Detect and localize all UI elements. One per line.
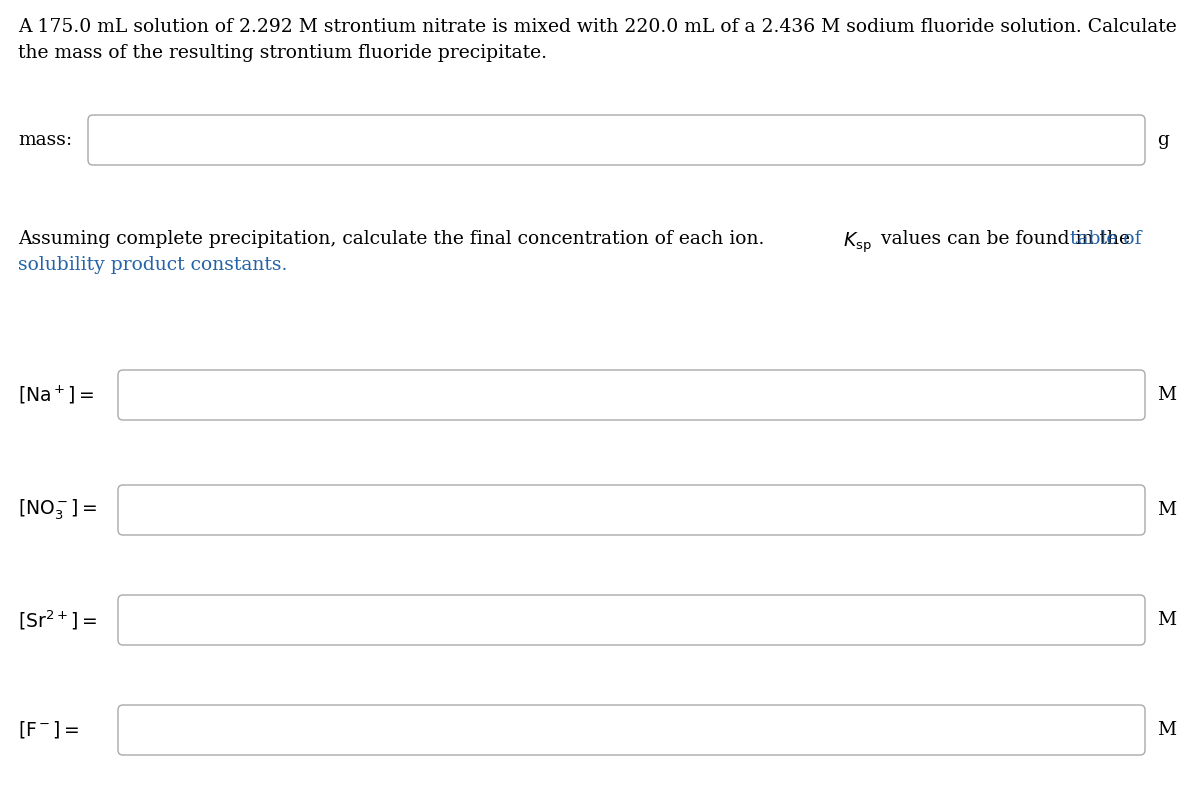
Text: solubility product constants.: solubility product constants. xyxy=(18,256,287,274)
Text: M: M xyxy=(1157,721,1176,739)
Text: $[\mathrm{NO}_3^-] =$: $[\mathrm{NO}_3^-] =$ xyxy=(18,498,97,523)
FancyBboxPatch shape xyxy=(118,370,1145,420)
FancyBboxPatch shape xyxy=(118,485,1145,535)
Text: values can be found in the: values can be found in the xyxy=(875,230,1136,248)
FancyBboxPatch shape xyxy=(118,705,1145,755)
Text: M: M xyxy=(1157,386,1176,404)
FancyBboxPatch shape xyxy=(88,115,1145,165)
Text: $[\mathrm{F}^-] =$: $[\mathrm{F}^-] =$ xyxy=(18,720,79,741)
Text: M: M xyxy=(1157,611,1176,629)
Text: $[\mathrm{Na}^+] =$: $[\mathrm{Na}^+] =$ xyxy=(18,384,95,406)
Text: table of: table of xyxy=(1070,230,1141,248)
FancyBboxPatch shape xyxy=(118,595,1145,645)
Text: A 175.0 mL solution of 2.292 M strontium nitrate is mixed with 220.0 mL of a 2.4: A 175.0 mL solution of 2.292 M strontium… xyxy=(18,18,1177,36)
Text: $K_{\mathrm{sp}}$: $K_{\mathrm{sp}}$ xyxy=(842,230,871,255)
Text: $[\mathrm{Sr}^{2+}] =$: $[\mathrm{Sr}^{2+}] =$ xyxy=(18,608,97,632)
Text: M: M xyxy=(1157,501,1176,519)
Text: the mass of the resulting strontium fluoride precipitate.: the mass of the resulting strontium fluo… xyxy=(18,44,547,62)
Text: mass:: mass: xyxy=(18,131,72,149)
Text: g: g xyxy=(1157,131,1169,149)
Text: Assuming complete precipitation, calculate the final concentration of each ion.: Assuming complete precipitation, calcula… xyxy=(18,230,770,248)
